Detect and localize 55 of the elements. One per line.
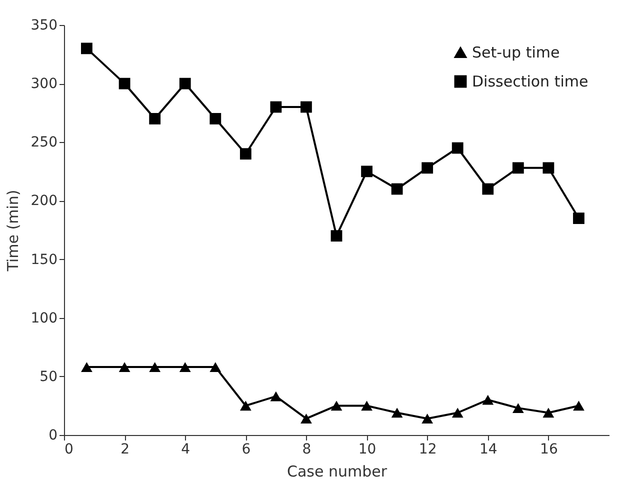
y-tick-label: 300 xyxy=(30,76,58,92)
y-axis-title: Time (min) xyxy=(4,190,22,272)
x-tick-label: 4 xyxy=(181,442,190,458)
point xyxy=(210,113,222,124)
point xyxy=(573,400,584,411)
point xyxy=(422,162,434,174)
point xyxy=(391,408,403,418)
point xyxy=(512,162,524,174)
point xyxy=(300,101,312,113)
x-tick-label: 8 xyxy=(302,442,312,458)
point xyxy=(270,391,282,402)
point xyxy=(361,400,372,411)
point xyxy=(210,362,222,372)
x-tick-label: 14 xyxy=(479,442,498,458)
y-tick-label: 50 xyxy=(40,368,58,385)
x-tick-label: 10 xyxy=(358,442,376,458)
point xyxy=(270,101,282,113)
point xyxy=(118,362,130,372)
point xyxy=(240,400,252,411)
point xyxy=(300,414,312,424)
point xyxy=(330,400,342,411)
y-tick-label: 0 xyxy=(48,428,58,444)
point xyxy=(81,362,92,372)
x-tick-label: 2 xyxy=(120,442,130,458)
point xyxy=(149,113,161,124)
point xyxy=(542,408,554,418)
x-tick-label: 12 xyxy=(418,442,437,458)
point xyxy=(81,42,92,54)
y-tick-label: 150 xyxy=(30,252,58,268)
point xyxy=(361,166,372,178)
point xyxy=(179,78,191,90)
x-axis-title: Case number xyxy=(286,462,388,480)
point xyxy=(452,408,464,418)
x-tick-label: 6 xyxy=(242,442,251,458)
x-tick-label: 0 xyxy=(64,442,74,458)
point xyxy=(149,362,161,372)
point xyxy=(118,78,130,90)
point xyxy=(452,142,464,154)
point xyxy=(422,414,434,424)
point xyxy=(482,394,494,405)
point xyxy=(573,212,584,224)
y-tick-label: 100 xyxy=(30,310,58,326)
y-tick-label: 250 xyxy=(30,134,58,151)
point xyxy=(240,148,252,160)
y-tick-label: 350 xyxy=(30,18,58,34)
point xyxy=(482,183,494,195)
y-tick-label: 200 xyxy=(30,193,58,210)
point xyxy=(542,162,554,174)
point xyxy=(512,403,524,413)
legend-label: Dissection time xyxy=(472,72,588,90)
point xyxy=(179,362,191,372)
legend-label: Set-up time xyxy=(472,44,560,62)
point xyxy=(330,230,342,242)
x-tick-label: 16 xyxy=(540,442,558,458)
point xyxy=(391,183,403,195)
